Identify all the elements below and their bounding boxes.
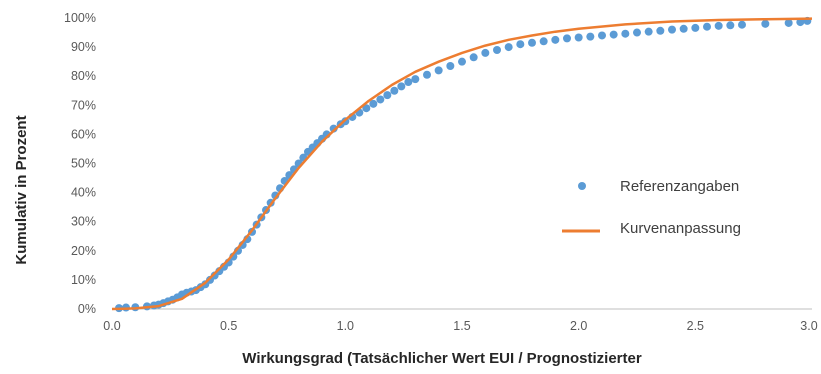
y-axis-title: Kumulativ in Prozent	[13, 115, 30, 264]
data-point-referenzangaben	[784, 18, 793, 27]
data-point-referenzangaben	[563, 34, 571, 43]
data-point-referenzangaben	[633, 28, 641, 37]
legend-marker-referenzangaben	[578, 182, 586, 190]
data-point-referenzangaben	[691, 23, 700, 32]
x-tick-label: 1.0	[337, 319, 354, 333]
data-point-referenzangaben	[481, 48, 490, 57]
y-tick-label: 60%	[71, 127, 96, 141]
data-point-referenzangaben	[493, 46, 501, 55]
data-point-referenzangaben	[586, 32, 595, 41]
data-point-referenzangaben	[714, 21, 723, 30]
data-point-referenzangaben	[397, 82, 406, 91]
data-point-referenzangaben	[598, 31, 606, 40]
y-tick-label: 70%	[71, 98, 96, 112]
data-point-referenzangaben	[390, 86, 399, 95]
data-point-referenzangaben	[404, 78, 413, 87]
y-tick-label: 20%	[71, 244, 96, 258]
y-tick-label: 40%	[71, 186, 96, 200]
data-point-referenzangaben	[411, 75, 420, 84]
data-point-referenzangaben	[703, 22, 711, 31]
x-tick-label: 2.0	[570, 319, 587, 333]
data-point-referenzangaben	[423, 70, 431, 79]
data-point-referenzangaben	[446, 62, 455, 71]
x-tick-label: 0.0	[103, 319, 120, 333]
x-axis-title: Wirkungsgrad (Tatsächlicher Wert EUI / P…	[242, 350, 642, 367]
x-tick-label: 3.0	[800, 319, 817, 333]
x-axis-ticks: 0.0 0.5 1.0 1.5 2.0 2.5 3.0	[103, 319, 817, 333]
x-tick-label: 1.5	[453, 319, 470, 333]
y-tick-label: 0%	[78, 302, 96, 316]
y-tick-label: 30%	[71, 215, 96, 229]
data-point-referenzangaben	[458, 57, 466, 66]
data-point-referenzangaben	[761, 19, 770, 28]
data-point-referenzangaben	[504, 43, 513, 52]
data-point-referenzangaben	[383, 91, 392, 100]
data-point-referenzangaben	[369, 99, 378, 108]
data-point-referenzangaben	[609, 30, 618, 39]
data-point-referenzangaben	[362, 104, 371, 113]
data-point-referenzangaben	[796, 18, 805, 27]
series-line-kurvenanpassung	[111, 17, 813, 311]
y-tick-label: 50%	[71, 157, 96, 171]
data-point-referenzangaben	[376, 95, 385, 104]
y-tick-label: 90%	[71, 40, 96, 54]
legend: Referenzangaben Kurvenanpassung	[562, 178, 741, 237]
data-point-referenzangaben	[516, 40, 525, 49]
y-axis-ticks: 0% 10% 20% 30% 40% 50% 60% 70% 80% 90% 100%	[64, 11, 96, 316]
data-point-referenzangaben	[679, 24, 688, 33]
legend-label-referenzangaben: Referenzangaben	[620, 178, 739, 195]
data-point-referenzangaben	[574, 33, 583, 42]
data-point-referenzangaben	[644, 27, 653, 36]
data-point-referenzangaben	[469, 53, 478, 62]
data-point-referenzangaben	[551, 35, 560, 44]
data-point-referenzangaben	[656, 26, 665, 35]
data-point-referenzangaben	[528, 38, 536, 47]
data-point-referenzangaben	[668, 25, 676, 34]
data-point-referenzangaben	[434, 66, 443, 75]
data-point-referenzangaben	[329, 124, 338, 133]
x-tick-label: 0.5	[220, 319, 237, 333]
plot-area	[111, 16, 813, 313]
y-tick-label: 100%	[64, 11, 96, 25]
data-point-referenzangaben	[539, 37, 548, 46]
y-tick-label: 10%	[71, 273, 96, 287]
data-point-referenzangaben	[621, 29, 630, 38]
data-point-referenzangaben	[726, 21, 735, 30]
y-tick-label: 80%	[71, 69, 96, 83]
data-point-referenzangaben	[738, 20, 746, 29]
legend-label-kurvenanpassung: Kurvenanpassung	[620, 220, 741, 237]
x-tick-label: 2.5	[687, 319, 704, 333]
